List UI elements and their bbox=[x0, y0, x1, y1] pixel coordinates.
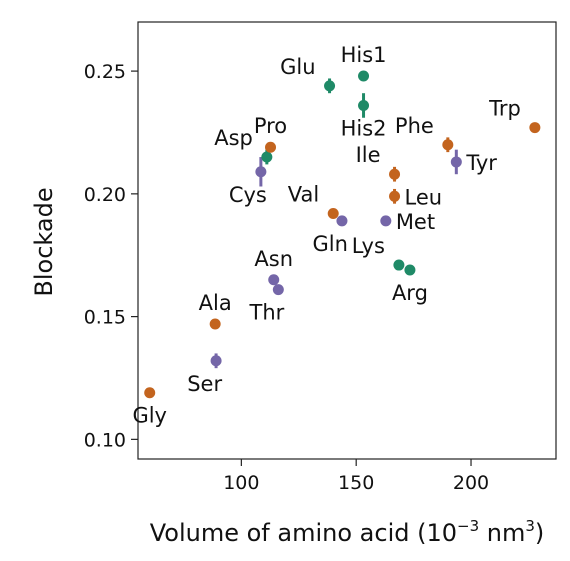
point-ser bbox=[210, 355, 222, 367]
y-axis: 0.10 0.15 0.20 0.25 bbox=[84, 61, 138, 451]
label-pro: Pro bbox=[254, 114, 287, 138]
x-axis-title-sup1: −3 bbox=[457, 517, 479, 535]
point-glu bbox=[324, 80, 336, 92]
point-asn bbox=[268, 274, 280, 286]
point-thr bbox=[272, 284, 284, 296]
label-his1: His1 bbox=[341, 43, 387, 67]
point-leu bbox=[389, 190, 401, 202]
label-leu: Leu bbox=[405, 185, 443, 209]
point-val bbox=[327, 207, 339, 219]
point-phe bbox=[442, 139, 454, 151]
y-tick-label: 0.15 bbox=[84, 307, 126, 329]
point-cys bbox=[255, 166, 267, 178]
point-his1 bbox=[358, 70, 370, 82]
point-his2 bbox=[358, 99, 370, 111]
y-tick-label: 0.25 bbox=[84, 61, 126, 83]
point-tyr bbox=[450, 156, 462, 168]
label-phe: Phe bbox=[395, 114, 434, 138]
label-glu: Glu bbox=[280, 55, 315, 79]
y-tick-label: 0.20 bbox=[84, 184, 126, 206]
point-met bbox=[380, 215, 392, 227]
label-his2: His2 bbox=[341, 116, 387, 140]
point-pro bbox=[265, 141, 277, 153]
point-ile bbox=[389, 168, 401, 180]
x-tick-label: 100 bbox=[223, 472, 259, 494]
y-axis-title: Blockade bbox=[30, 187, 58, 296]
label-asn: Asn bbox=[254, 247, 293, 271]
label-thr: Thr bbox=[249, 301, 285, 325]
y-tick-label: 0.10 bbox=[84, 429, 126, 451]
point-lys bbox=[393, 259, 405, 271]
label-ile: Ile bbox=[356, 143, 381, 167]
label-tyr: Tyr bbox=[465, 151, 497, 175]
label-cys: Cys bbox=[229, 183, 267, 207]
point-ala bbox=[209, 318, 221, 330]
label-met: Met bbox=[396, 210, 435, 234]
point-arg bbox=[404, 264, 416, 276]
x-axis-title-mid: nm bbox=[479, 519, 525, 547]
point-trp bbox=[529, 122, 541, 134]
point-gly bbox=[144, 387, 156, 399]
label-trp: Trp bbox=[488, 97, 521, 121]
label-lys: Lys bbox=[352, 234, 385, 258]
x-axis: 100 150 200 bbox=[223, 459, 489, 494]
point-gln bbox=[336, 215, 348, 227]
label-ser: Ser bbox=[187, 372, 222, 396]
point-labels: Gly Ala Ser Cys Asp Thr Asn Pro Glu Gln His1 His2 Va… bbox=[132, 43, 520, 428]
point-asp bbox=[261, 151, 273, 163]
x-axis-title-end: ) bbox=[535, 519, 544, 547]
label-gly: Gly bbox=[132, 404, 167, 428]
label-ala: Ala bbox=[199, 291, 232, 315]
x-tick-label: 200 bbox=[453, 472, 489, 494]
label-gln: Gln bbox=[313, 232, 348, 256]
label-arg: Arg bbox=[392, 281, 428, 305]
x-tick-label: 150 bbox=[338, 472, 374, 494]
label-asp: Asp bbox=[214, 126, 253, 150]
plot-area-frame bbox=[137, 21, 557, 460]
x-axis-title-sup2: 3 bbox=[525, 517, 535, 535]
data-points bbox=[144, 70, 541, 399]
label-val: Val bbox=[288, 182, 319, 206]
x-axis-title: Volume of amino acid (10−3 nm3) bbox=[150, 517, 545, 547]
